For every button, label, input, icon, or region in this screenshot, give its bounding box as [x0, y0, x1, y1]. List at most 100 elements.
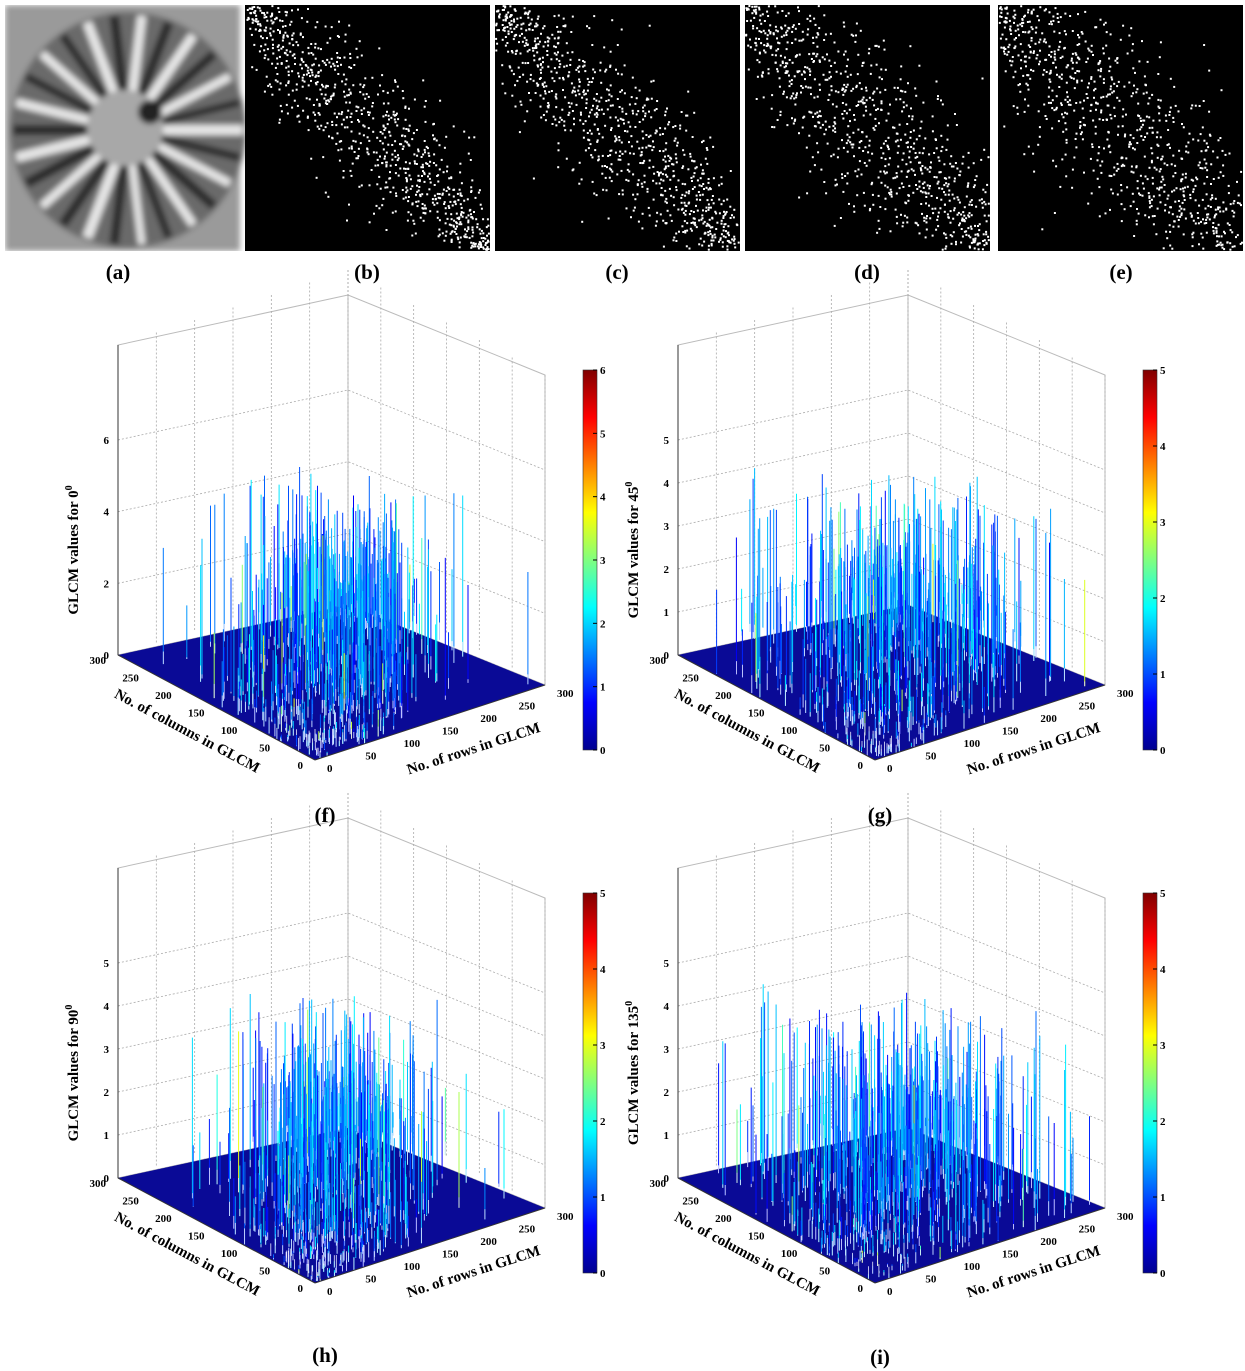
glcm-pixel: [618, 159, 620, 161]
glcm-pixel: [761, 76, 763, 78]
glcm-pixel: [780, 26, 782, 28]
glcm-pixel: [1100, 111, 1102, 113]
glcm-pixel: [1179, 216, 1181, 218]
glcm-pixel: [855, 86, 857, 88]
glcm-pixel: [1146, 132, 1148, 134]
glcm-pixel: [364, 77, 366, 79]
glcm-pixel: [318, 64, 320, 66]
glcm-pixel: [751, 6, 753, 8]
glcm-pixel: [485, 244, 487, 246]
glcm-pixel: [759, 61, 761, 63]
glcm-pixel: [861, 65, 863, 67]
glcm-pixel: [328, 101, 330, 103]
glcm-pixel: [467, 226, 469, 228]
glcm-pixel: [391, 144, 393, 146]
glcm-pixel: [838, 148, 840, 150]
glcm-pixel: [445, 136, 447, 138]
glcm-pixel: [599, 69, 601, 71]
glcm-pixel: [1060, 16, 1062, 18]
glcm-pixel: [583, 137, 585, 139]
glcm-pixel: [1018, 54, 1020, 56]
glcm-pixel: [284, 32, 286, 34]
glcm-pixel: [547, 37, 549, 39]
glcm-pixel: [1132, 43, 1134, 45]
glcm-pixel: [1057, 13, 1059, 15]
glcm-pixel: [1151, 199, 1153, 201]
glcm-pixel: [531, 19, 533, 21]
glcm-pixel: [962, 218, 964, 220]
glcm-pixel: [424, 173, 426, 175]
glcm-pixel: [266, 76, 268, 78]
glcm-pixel: [602, 155, 604, 157]
glcm-pixel: [1133, 137, 1135, 139]
glcm-pixel: [879, 76, 881, 78]
glcm-pixel: [307, 116, 309, 118]
glcm-pixel: [860, 30, 862, 32]
glcm-pixel: [733, 209, 735, 211]
glcm-pixel: [1102, 96, 1104, 98]
glcm-pixel: [609, 154, 611, 156]
glcm-pixel: [1064, 30, 1066, 32]
glcm-pixel: [1117, 163, 1119, 165]
glcm-pixel: [387, 92, 389, 94]
glcm-pixel: [1056, 74, 1058, 76]
glcm-pixel: [1216, 240, 1218, 242]
glcm-pixel: [1018, 34, 1020, 36]
glcm-pixel: [1072, 30, 1074, 32]
glcm-pixel: [835, 179, 837, 181]
glcm-pixel: [792, 62, 794, 64]
glcm-pixel: [706, 207, 708, 209]
glcm-pixel: [628, 141, 630, 143]
glcm-pixel: [609, 168, 611, 170]
glcm-pixel: [270, 16, 272, 18]
glcm-pixel: [1028, 44, 1030, 46]
glcm-pixel: [825, 121, 827, 123]
glcm-pixel: [386, 164, 388, 166]
glcm-pixel: [661, 187, 663, 189]
glcm-pixel: [881, 100, 883, 102]
glcm-pixel: [632, 173, 634, 175]
glcm-pixel: [1066, 139, 1068, 141]
glcm-pixel: [932, 130, 934, 132]
glcm-pixel: [650, 116, 652, 118]
glcm-pixel: [703, 140, 705, 142]
glcm-pixel: [901, 170, 903, 172]
glcm-pixel: [701, 245, 703, 247]
glcm-pixel: [276, 73, 278, 75]
glcm-pixel: [652, 140, 654, 142]
glcm-pixel: [1148, 195, 1150, 197]
glcm-pixel: [696, 199, 698, 201]
glcm-pixel: [436, 140, 438, 142]
glcm-pixel: [964, 206, 966, 208]
texture: [5, 5, 246, 251]
glcm-pixel: [1178, 226, 1180, 228]
glcm-pixel: [1171, 191, 1173, 193]
glcm-pixel: [395, 192, 397, 194]
glcm-pixel: [1157, 73, 1159, 75]
glcm-pixel: [343, 119, 345, 121]
glcm-pixel: [1222, 175, 1224, 177]
glcm-pixel: [756, 59, 758, 61]
glcm-pixel: [1206, 193, 1208, 195]
glcm-pixel: [351, 113, 353, 115]
glcm-pixel: [888, 113, 890, 115]
glcm-pixel: [529, 29, 531, 31]
glcm-pixel: [302, 110, 304, 112]
glcm-pixel: [391, 154, 393, 156]
glcm-pixel: [1229, 224, 1231, 226]
glcm-pixel: [704, 232, 706, 234]
glcm-pixel: [1117, 194, 1119, 196]
glcm-pixel: [691, 230, 693, 232]
glcm-pixel: [1106, 31, 1108, 33]
glcm-pixel: [415, 194, 417, 196]
glcm-pixel: [820, 169, 822, 171]
glcm-pixel: [393, 111, 395, 113]
glcm-pixel: [422, 79, 424, 81]
glcm-pixel: [583, 94, 585, 96]
glcm-pixel: [522, 41, 524, 43]
glcm-pixel: [928, 192, 930, 194]
glcm-pixel: [1117, 134, 1119, 136]
glcm-pixel: [470, 242, 472, 244]
glcm-pixel: [535, 23, 537, 25]
glcm-pixel: [777, 119, 779, 121]
